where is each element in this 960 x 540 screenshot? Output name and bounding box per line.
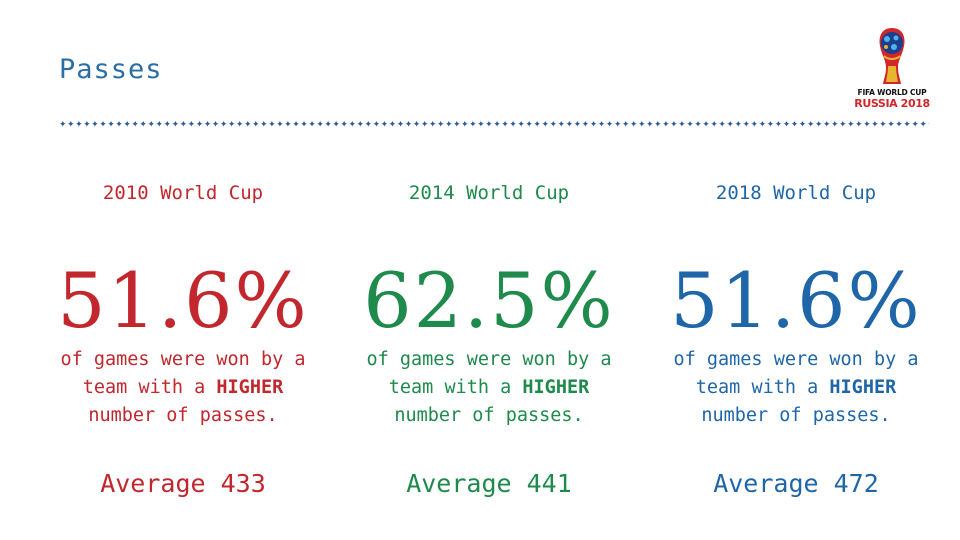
description-text: team with a: [695, 377, 830, 398]
description-line-1: of games were won by a: [60, 349, 306, 370]
column-heading: 2018 World Cup: [715, 182, 877, 204]
description-text: team with a: [388, 377, 523, 398]
column-heading: 2014 World Cup: [408, 182, 570, 204]
stat-column-2010: 2010 World Cup 51.6% of games were won b…: [43, 176, 323, 502]
description: of games were won by a team with a HIGHE…: [43, 346, 323, 430]
description: of games were won by a team with a HIGHE…: [349, 346, 629, 430]
description-line-3: number of passes.: [88, 405, 278, 426]
world-cup-emblem-icon: [879, 28, 905, 84]
percent-value: 51.6%: [57, 256, 309, 345]
description-text: team with a: [82, 377, 217, 398]
description-line-2: team with a HIGHER: [656, 374, 936, 402]
description-line-1: of games were won by a: [366, 349, 612, 370]
percent-value: 51.6%: [670, 256, 922, 345]
highlight-higher: HIGHER: [522, 377, 590, 398]
percent-value: 62.5%: [363, 256, 615, 345]
description-line-3: number of passes.: [701, 405, 891, 426]
page-title: Passes: [59, 54, 163, 85]
description-line-1: of games were won by a: [673, 349, 919, 370]
logo-line-1: FIFA WORLD CUP: [857, 88, 927, 97]
highlight-higher: HIGHER: [216, 377, 284, 398]
average-value: Average 433: [100, 469, 266, 498]
fifa-world-cup-logo: FIFA WORLD CUP RUSSIA 2018: [846, 26, 938, 112]
logo-line-2: RUSSIA 2018: [854, 97, 930, 110]
average-value: Average 441: [406, 469, 572, 498]
description-line-2: team with a HIGHER: [43, 374, 323, 402]
stat-column-2018: 2018 World Cup 51.6% of games were won b…: [656, 176, 936, 502]
description-line-2: team with a HIGHER: [349, 374, 629, 402]
description: of games were won by a team with a HIGHE…: [656, 346, 936, 430]
description-line-3: number of passes.: [394, 405, 584, 426]
average-value: Average 472: [713, 469, 879, 498]
stat-column-2014: 2014 World Cup 62.5% of games were won b…: [349, 176, 629, 502]
highlight-higher: HIGHER: [829, 377, 897, 398]
column-heading: 2010 World Cup: [102, 182, 264, 204]
decorative-divider: ✦✦✦✦✦✦✦✦✦✦✦✦✦✦✦✦✦✦✦✦✦✦✦✦✦✦✦✦✦✦✦✦✦✦✦✦✦✦✦✦…: [59, 120, 929, 130]
